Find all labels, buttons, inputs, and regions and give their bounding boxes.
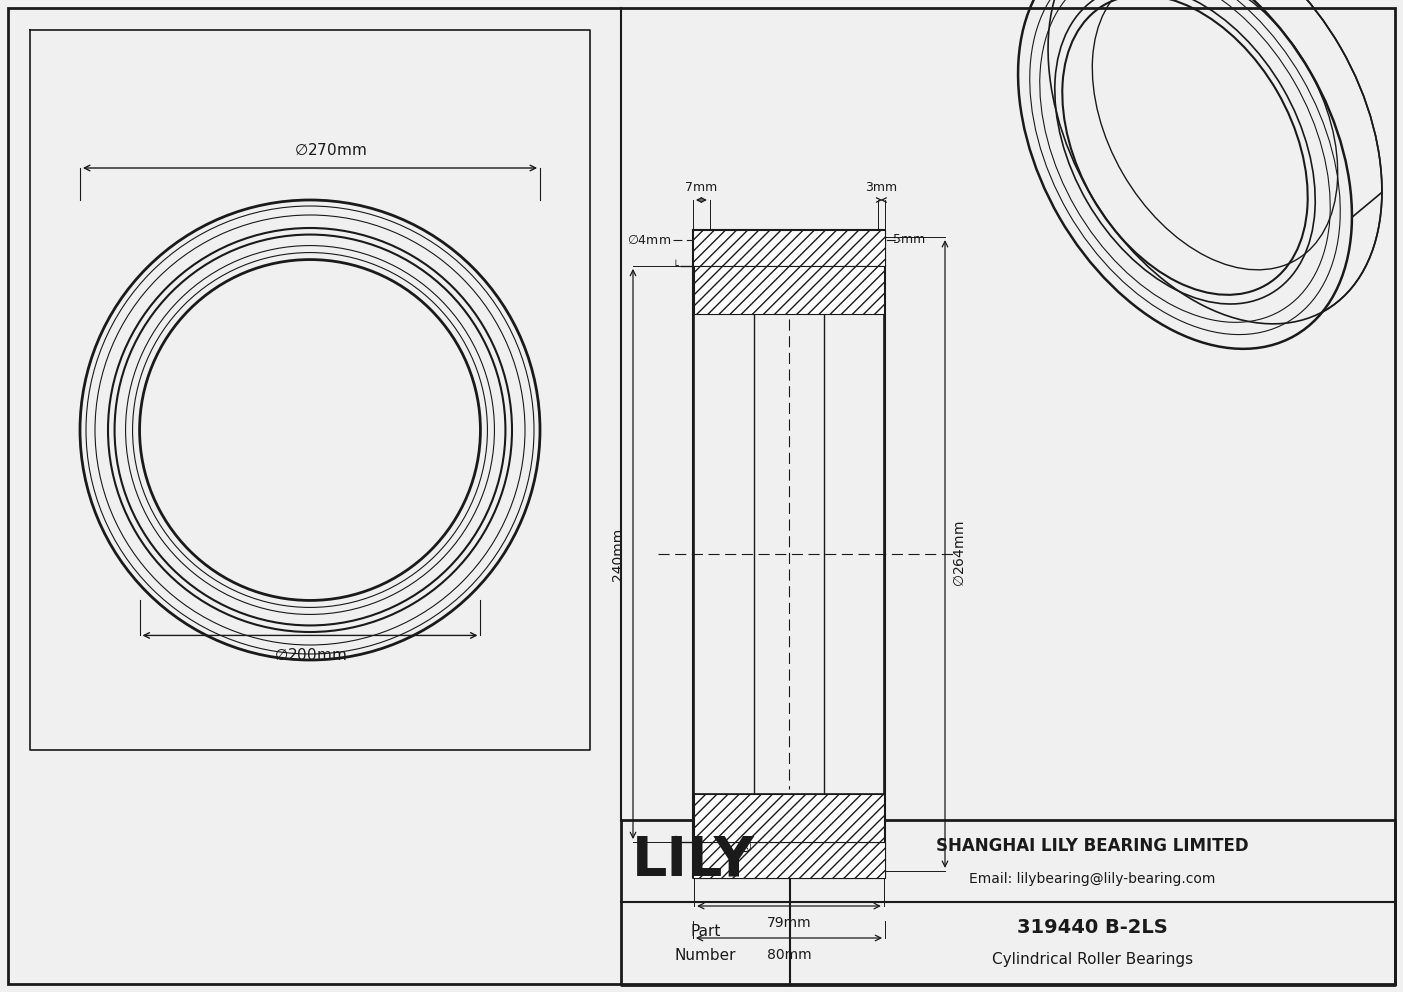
Text: Cylindrical Roller Bearings: Cylindrical Roller Bearings bbox=[992, 952, 1193, 967]
Text: 80mm: 80mm bbox=[766, 948, 811, 962]
Text: $\varnothing$4mm: $\varnothing$4mm bbox=[627, 232, 671, 247]
Polygon shape bbox=[693, 842, 885, 878]
Text: 7mm: 7mm bbox=[685, 181, 717, 194]
Text: Number: Number bbox=[675, 948, 737, 963]
Text: 5mm: 5mm bbox=[892, 233, 925, 246]
Text: 3mm: 3mm bbox=[866, 181, 898, 194]
Text: 79mm: 79mm bbox=[766, 916, 811, 930]
Text: 240mm: 240mm bbox=[610, 528, 624, 580]
Text: LILY: LILY bbox=[633, 834, 755, 888]
Polygon shape bbox=[694, 266, 884, 314]
Text: $\varnothing$264mm: $\varnothing$264mm bbox=[953, 521, 967, 587]
Text: 319440 B-2LS: 319440 B-2LS bbox=[1017, 918, 1167, 937]
Text: SHANGHAI LILY BEARING LIMITED: SHANGHAI LILY BEARING LIMITED bbox=[936, 837, 1249, 855]
Polygon shape bbox=[693, 230, 885, 266]
Ellipse shape bbox=[1093, 0, 1337, 270]
Text: ®: ® bbox=[738, 839, 753, 854]
Polygon shape bbox=[694, 794, 884, 842]
Ellipse shape bbox=[1062, 0, 1308, 295]
Ellipse shape bbox=[1048, 0, 1382, 323]
Text: Email: lilybearing@lily-bearing.com: Email: lilybearing@lily-bearing.com bbox=[969, 872, 1215, 886]
Text: └: └ bbox=[672, 837, 678, 847]
Text: $\varnothing$200mm: $\varnothing$200mm bbox=[274, 648, 347, 664]
Text: Part: Part bbox=[690, 924, 721, 939]
Text: $\varnothing$270mm: $\varnothing$270mm bbox=[293, 142, 366, 158]
Ellipse shape bbox=[1019, 0, 1352, 349]
Text: └: └ bbox=[672, 261, 678, 271]
